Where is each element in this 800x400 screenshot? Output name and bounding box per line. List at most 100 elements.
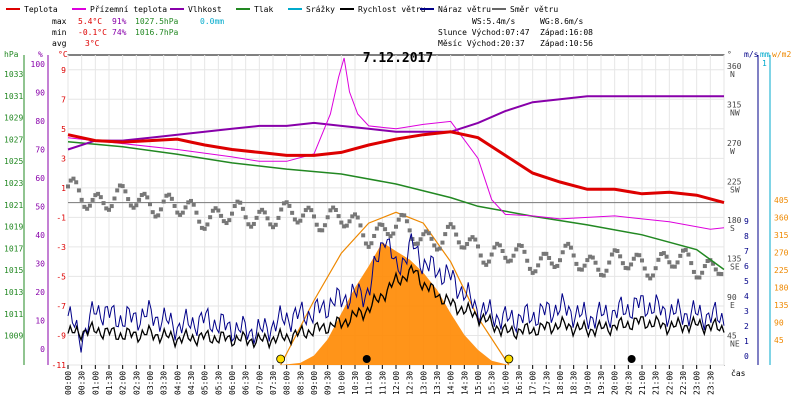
wind-dir-dot (361, 233, 366, 238)
wind-dir-dot (681, 248, 685, 253)
tick-label-pct: 50 (35, 203, 45, 212)
tick-label-dir: NE (730, 340, 740, 349)
time-tick-label: 20:30 (624, 371, 633, 395)
wind-dir-dot (404, 219, 409, 224)
wind-dir-dot (257, 209, 262, 214)
wind-dir-dot (588, 254, 593, 259)
wind-dir-dot (169, 196, 174, 201)
tick-label-hpa: 1029 (4, 114, 23, 123)
axis-title-wm2: w/m2 (772, 50, 791, 59)
wind-dir-dot (527, 266, 532, 271)
wind-dir-dot (399, 212, 404, 217)
time-tick-label: 05:00 (201, 371, 210, 395)
time-tick-label: 14:30 (460, 371, 469, 395)
wind-dir-dot (451, 225, 456, 230)
wind-dir-dot (292, 217, 297, 222)
tick-label-c: -5 (56, 272, 66, 281)
wind-dir-dot (178, 212, 183, 217)
wind-dir-dot (243, 215, 248, 220)
left-axes: 1033103110291027102510231021101910171015… (4, 55, 66, 370)
time-tick-label: 17:00 (529, 371, 538, 395)
info-moon: Měsíc Východ:20:37 (438, 39, 525, 48)
sunset-marker (504, 354, 514, 364)
wind-dir-dot (454, 232, 459, 237)
tick-label-c: -1 (56, 213, 66, 222)
wind-dir-dot (653, 266, 658, 271)
wind-dir-dot (142, 191, 147, 196)
tick-label-ms: 6 (744, 262, 749, 271)
wind-dir-dot (514, 247, 519, 252)
axis-title-mm: mm (760, 50, 770, 59)
series-solar-max (280, 211, 510, 366)
right-axes: 360N315NW270W225SW180S135SE90E45NE987654… (727, 55, 789, 365)
wind-dir-dot (568, 245, 573, 250)
wind-dir-dot (459, 245, 464, 250)
wind-dir-dot (697, 275, 702, 280)
wind-dir-dot (164, 193, 169, 198)
time-tick-label: 08:30 (296, 371, 305, 395)
series-wind-gust (67, 233, 725, 353)
time-tick-label: 07:00 (255, 371, 264, 395)
wind-dir-dot (552, 264, 557, 269)
wind-dir-dot (123, 189, 128, 194)
time-tick-label: 11:00 (365, 371, 374, 395)
tick-label-wm2: 405 (774, 196, 789, 205)
wind-dir-dot (470, 235, 475, 240)
stat-min-temp: -0.1°C (78, 28, 107, 37)
wind-dir-dot (148, 202, 152, 207)
wind-dir-dot (262, 210, 267, 215)
wind-dir-dot (691, 269, 696, 274)
wind-dir-dot (484, 262, 489, 267)
wind-dir-dot (705, 259, 710, 264)
wind-dir-dot (189, 198, 193, 203)
wind-dir-dot (426, 231, 431, 236)
stat-max-temp: 5.4°C (78, 17, 102, 26)
tick-label-wm2: 270 (774, 249, 789, 258)
tick-label-dir: N (730, 70, 735, 79)
wind-dir-dot (495, 241, 500, 246)
tick-label-c: 7 (61, 95, 66, 104)
wind-dir-dot (486, 259, 491, 264)
axis-title-pct: % (38, 50, 43, 59)
time-tick-label: 03:00 (146, 371, 155, 395)
time-tick-label: 15:30 (488, 371, 497, 395)
wind-dir-dot (601, 273, 606, 278)
time-tick-label: 06:30 (242, 371, 251, 395)
series-wind-speed (67, 263, 725, 350)
wind-dir-dot (96, 191, 101, 196)
wind-dir-dot (128, 203, 133, 208)
wind-dir-dot (385, 232, 390, 237)
time-tick-label: 05:30 (214, 371, 223, 395)
wind-dir-dot (640, 258, 644, 263)
wind-dir-dot (456, 240, 461, 245)
wind-dir-dot (443, 232, 448, 237)
wind-dir-dot (205, 222, 210, 227)
wind-dir-dot (235, 199, 240, 204)
time-tick-label: 07:30 (269, 371, 278, 395)
stat-min-label: min (52, 28, 67, 37)
wind-dir-dot (686, 252, 691, 257)
wind-dir-dot (295, 220, 300, 225)
wind-dir-dot (197, 219, 202, 224)
legend-label: Srážky (306, 5, 335, 14)
time-tick-label: 13:30 (433, 371, 442, 395)
wind-dir-dot (465, 241, 470, 246)
wind-dir-dot (563, 243, 568, 248)
wind-dir-dot (689, 261, 694, 266)
tick-label-ms: 2 (744, 322, 749, 331)
tick-label-ms: 5 (744, 277, 749, 286)
wind-dir-dot (115, 188, 120, 193)
stat-max-hum: 91% (112, 17, 127, 26)
wind-dir-dot (424, 229, 429, 234)
wind-dir-dot (333, 208, 338, 213)
wind-dir-dot (413, 241, 418, 246)
wind-dir-dot (260, 207, 265, 212)
time-tick-label: 18:30 (570, 371, 579, 395)
wind-dir-dot (314, 222, 319, 227)
wind-dir-dot (629, 262, 634, 267)
wind-dir-dot (98, 195, 103, 200)
stat-avg-temp: 3°C (85, 39, 100, 48)
wind-dir-dot (522, 249, 527, 254)
wind-dir-dot (290, 210, 295, 215)
wind-dir-dot (626, 266, 631, 271)
